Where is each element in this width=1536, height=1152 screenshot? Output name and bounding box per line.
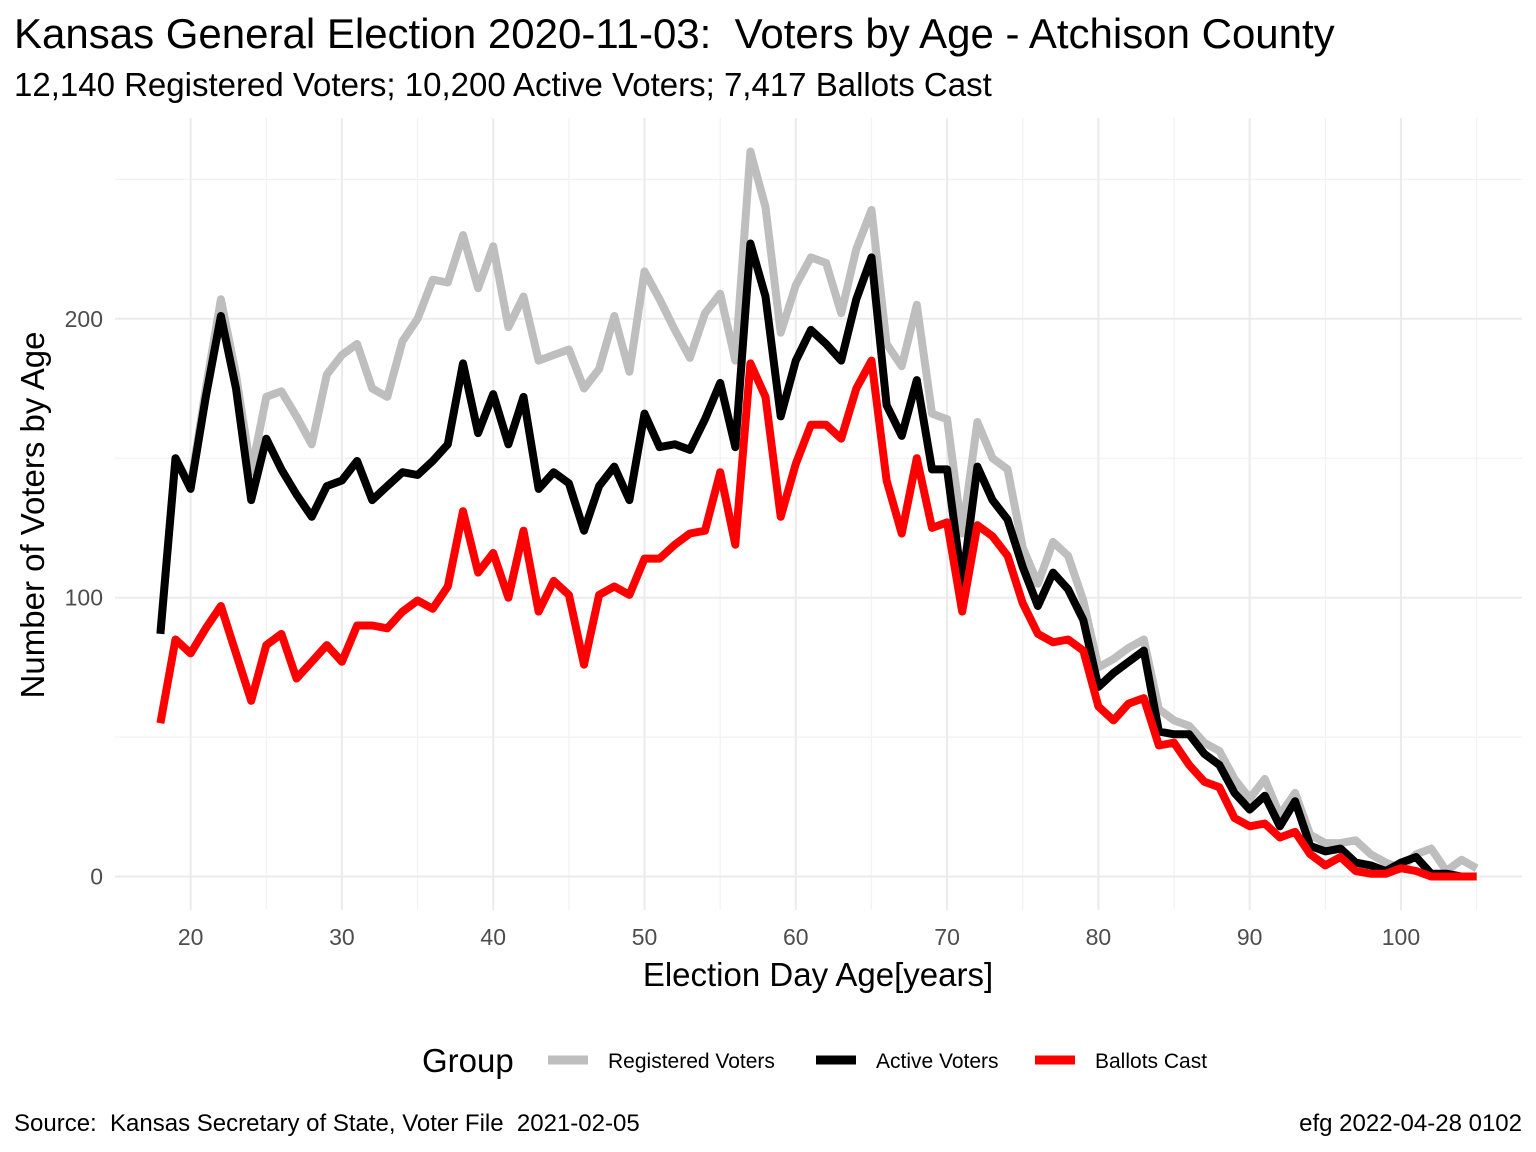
y-tick-label: 0 [90,864,103,890]
author-caption: efg 2022-04-28 0102 [1299,1110,1522,1137]
y-axis-title: Number of Voters by Age [14,332,51,699]
x-tick-label: 60 [783,924,809,950]
y-tick-label: 100 [65,585,103,611]
x-tick-label: 40 [480,924,506,950]
x-axis-title: Election Day Age[years] [643,956,993,993]
chart-title: Kansas General Election 2020-11-03: Vote… [14,10,1335,57]
x-tick-label: 20 [178,924,204,950]
minor-gridlines [115,118,1522,910]
x-tick-label: 90 [1237,924,1263,950]
x-tick-label: 30 [329,924,355,950]
x-tick-label: 70 [934,924,960,950]
y-axis-ticks: 0 100 200 [65,306,103,890]
series-line-registered-voters [156,147,1479,875]
legend-label-ballots-cast: Ballots Cast [1095,1050,1207,1073]
chart-subtitle: 12,140 Registered Voters; 10,200 Active … [14,66,992,103]
source-caption: Source: Kansas Secretary of State, Voter… [14,1110,640,1137]
legend-label-active-voters: Active Voters [876,1050,999,1073]
legend-label-registered-voters: Registered Voters [608,1050,775,1073]
x-tick-label: 50 [632,924,658,950]
major-gridlines [115,118,1522,910]
legend: Group Registered Voters Active Voters Ball… [422,1042,1207,1079]
x-tick-label: 80 [1086,924,1112,950]
legend-title: Group [422,1042,514,1079]
series-line-active-voters [156,239,1477,881]
x-axis-ticks: 20 30 40 50 60 70 80 90 100 [178,924,1420,950]
x-tick-label: 100 [1382,924,1420,950]
series-lines [156,147,1479,881]
series-line-ballots-cast [156,356,1477,881]
y-tick-label: 200 [65,306,103,332]
